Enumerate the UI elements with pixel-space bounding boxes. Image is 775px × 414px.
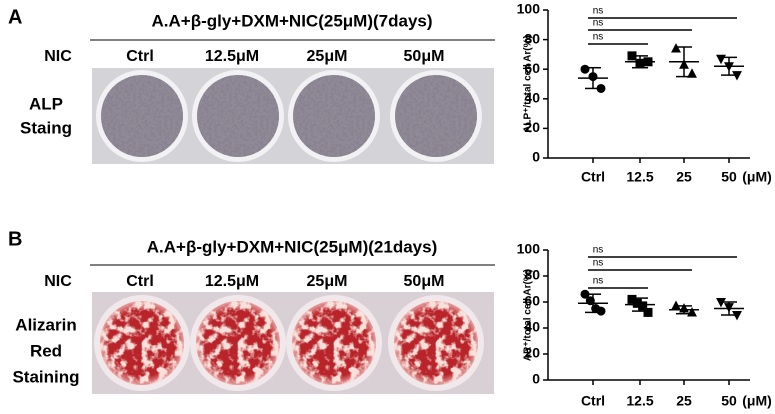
y-tick-label: 0 (532, 149, 540, 165)
data-point (643, 307, 653, 317)
data-point (580, 289, 590, 299)
stain-label: Alizarin (15, 315, 76, 334)
panel-label: B (8, 228, 22, 250)
y-tick-label: 40 (524, 90, 540, 106)
data-point (643, 57, 653, 67)
data-point (585, 296, 595, 306)
data-point (716, 54, 726, 65)
data-point (632, 298, 642, 308)
data-point (627, 51, 637, 61)
x-tick-label: 25 (676, 393, 692, 409)
y-tick-label: 80 (524, 30, 540, 46)
data-point (687, 68, 697, 78)
data-point (679, 59, 689, 69)
y-tick-label: 60 (524, 293, 540, 309)
x-tick-label: 12.5 (626, 169, 653, 185)
data-point (732, 310, 742, 321)
significance-label: ns (593, 258, 604, 269)
column-label: 25μM (307, 273, 348, 290)
data-point (596, 306, 606, 316)
column-label: 12.5μM (205, 48, 259, 65)
column-label: 25μM (307, 48, 348, 65)
wells-b (94, 295, 484, 391)
data-point (635, 58, 645, 68)
stain-label: ALP (29, 94, 63, 113)
x-unit: (μM) (742, 393, 772, 409)
y-axis-label: AR⁺/total cell Ar(%) (523, 269, 534, 361)
x-tick-label: Ctrl (581, 393, 605, 409)
x-tick-label: 50 (721, 393, 737, 409)
data-point (638, 301, 648, 311)
panel-label: A (8, 6, 22, 28)
y-tick-label: 40 (524, 319, 540, 335)
y-tick-label: 100 (517, 241, 541, 257)
y-tick-label: 100 (517, 1, 541, 17)
significance-label: ns (593, 6, 604, 17)
significance-label: ns (593, 32, 604, 43)
stain-label: Staining (12, 367, 79, 386)
y-tick-label: 20 (524, 119, 540, 135)
x-tick-label: 12.5 (626, 393, 653, 409)
row-label: NIC (44, 273, 72, 290)
row-label: NIC (44, 48, 72, 65)
panel-title: A.A+β-gly+DXM+NIC(25μM)(21days) (147, 237, 438, 256)
y-tick-label: 80 (524, 267, 540, 283)
y-tick-label: 20 (524, 345, 540, 361)
x-tick-label: 25 (676, 169, 692, 185)
wells-a (96, 70, 482, 162)
data-point (671, 300, 681, 310)
data-point (732, 71, 742, 81)
column-label: 12.5μM (205, 273, 259, 290)
data-point (716, 297, 726, 308)
y-tick-label: 60 (524, 60, 540, 76)
column-label: Ctrl (126, 273, 154, 290)
data-point (687, 307, 697, 317)
x-tick-label: 50 (721, 169, 737, 185)
y-axis-label: ALP⁺/total cell Ar(%) (523, 35, 534, 133)
column-label: 50μM (404, 48, 445, 65)
significance-label: ns (593, 245, 604, 256)
x-tick-label: Ctrl (581, 169, 605, 185)
x-unit: (μM) (742, 169, 772, 185)
data-point (588, 72, 598, 82)
data-point (580, 64, 590, 74)
column-label: 50μM (404, 273, 445, 290)
panel-title: A.A+β-gly+DXM+NIC(25μM)(7days) (151, 11, 432, 30)
data-point (724, 62, 734, 72)
data-point (671, 43, 681, 53)
data-point (596, 83, 606, 93)
column-label: Ctrl (126, 48, 154, 65)
stain-label: Red (30, 341, 62, 360)
y-tick-label: 0 (532, 371, 540, 387)
stain-label: Staing (20, 118, 72, 137)
significance-label: ns (593, 18, 604, 29)
significance-label: ns (593, 276, 604, 287)
data-point (724, 303, 734, 313)
data-point (679, 303, 689, 313)
data-point (627, 294, 637, 304)
